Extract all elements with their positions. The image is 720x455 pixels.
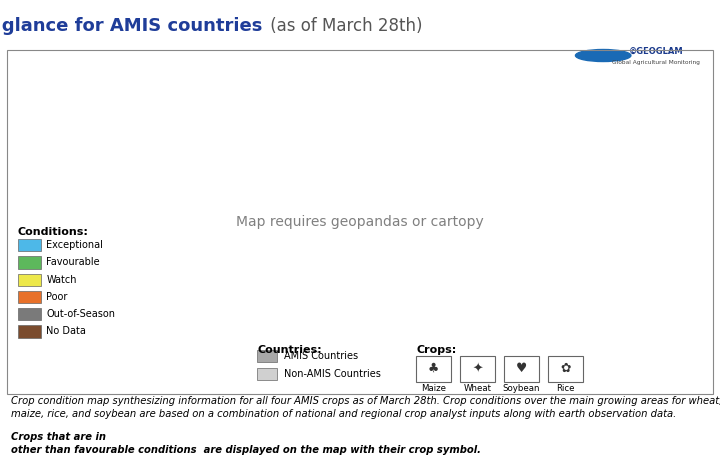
Bar [18,291,40,303]
Circle shape [575,50,631,61]
Text: Maize: Maize [421,384,446,393]
Text: ♥: ♥ [516,362,527,375]
Text: ♣: ♣ [428,362,439,375]
Bar [18,239,40,252]
Bar [460,356,495,382]
Text: Conditions:: Conditions: [18,227,89,237]
Text: Non-AMIS Countries: Non-AMIS Countries [284,369,382,379]
Text: AMIS Countries: AMIS Countries [284,351,359,361]
Text: ✦: ✦ [472,362,483,375]
Bar [416,356,451,382]
Text: Countries:: Countries: [257,345,322,355]
Text: ©GEOGLAM: ©GEOGLAM [629,46,683,56]
Bar [257,350,277,362]
Bar [18,273,40,286]
Bar [18,256,40,269]
Bar [18,308,40,320]
Bar [548,356,582,382]
Text: Favourable: Favourable [46,258,100,268]
Text: Map requires geopandas or cartopy: Map requires geopandas or cartopy [236,215,484,229]
Bar [257,368,277,380]
Text: Watch: Watch [46,275,77,285]
Text: No Data: No Data [46,326,86,336]
Text: Crops:: Crops: [416,345,456,355]
Text: Rice: Rice [557,384,575,393]
Text: Wheat: Wheat [464,384,492,393]
Text: Crop condition map synthesizing information for all four AMIS crops as of March : Crop condition map synthesizing informat… [11,396,720,419]
Bar [504,356,539,382]
Bar [18,325,40,338]
Text: Soybean: Soybean [503,384,540,393]
Text: Poor: Poor [46,292,68,302]
Text: Out-of-Season: Out-of-Season [46,309,115,319]
Text: Crops that are in
other than favourable conditions  are displayed on the map wit: Crops that are in other than favourable … [11,432,481,455]
Text: Global Agricultural Monitoring: Global Agricultural Monitoring [612,61,700,66]
Text: ✿: ✿ [560,362,571,375]
Text: Conditions at a glance for AMIS countries: Conditions at a glance for AMIS countrie… [0,17,263,35]
Text: (as of March 28th): (as of March 28th) [265,17,423,35]
Text: Exceptional: Exceptional [46,240,103,250]
